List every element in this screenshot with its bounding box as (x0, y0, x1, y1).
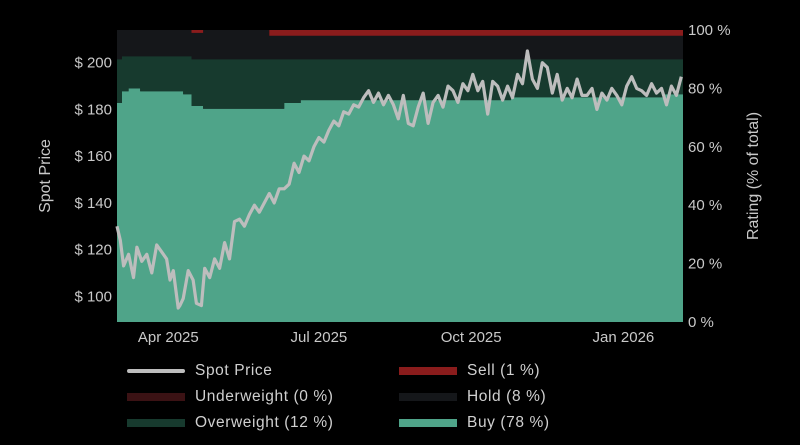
legend-swatch (127, 393, 185, 401)
legend-swatch (399, 367, 457, 375)
y-axis-left: $ 100 $ 120 $ 140 $ 160 $ 180 $ 200 (74, 55, 112, 306)
legend-item: Spot Price (127, 360, 273, 382)
legend-swatch (399, 419, 457, 427)
y-right-tick-label: 100 % (688, 22, 731, 39)
y-left-tick-label: $ 140 (74, 195, 112, 212)
legend-label: Underweight (0 %) (195, 388, 334, 405)
legend-item: Overweight (12 %) (127, 412, 334, 434)
y-left-tick-label: $ 160 (74, 148, 112, 165)
legend-item: Hold (8 %) (399, 386, 546, 408)
legend-label: Overweight (12 %) (195, 414, 334, 431)
y-right-tick-label: 0 % (688, 314, 714, 331)
spot-price-line (115, 49, 683, 310)
legend-swatch (127, 369, 185, 373)
x-tick-label: Apr 2025 (138, 329, 199, 346)
area-hold (117, 30, 683, 60)
legend-item: Underweight (0 %) (127, 386, 334, 408)
legend-label: Hold (8 %) (467, 388, 547, 405)
y-right-tick-label: 80 % (688, 80, 722, 97)
y-right-tick-label: 20 % (688, 256, 722, 273)
legend-swatch (399, 393, 457, 401)
y-right-axis-title: Rating (% of total) (745, 112, 762, 240)
legend-item: Buy (78 %) (399, 412, 550, 434)
y-left-tick-label: $ 100 (74, 288, 112, 305)
x-axis: Apr 2025 Jul 2025 Oct 2025 Jan 2026 (138, 329, 654, 346)
legend-label: Sell (1 %) (467, 362, 541, 379)
y-right-tick-label: 40 % (688, 197, 722, 214)
legend: Spot Price Sell (1 %) Underweight (0 %) Hol… (127, 360, 597, 440)
rating-areas (117, 30, 683, 323)
x-tick-label: Jul 2025 (291, 329, 348, 346)
y-left-axis-title: Spot Price (37, 139, 54, 213)
spot-price-line-group (115, 49, 683, 310)
y-right-tick-label: 60 % (688, 139, 722, 156)
x-tick-label: Oct 2025 (441, 329, 502, 346)
legend-item: Sell (1 %) (399, 360, 540, 382)
area-sell (117, 30, 683, 36)
y-axis-right: 0 % 20 % 40 % 60 % 80 % 100 % (688, 22, 731, 331)
y-left-tick-label: $ 120 (74, 242, 112, 259)
legend-label: Buy (78 %) (467, 414, 550, 431)
x-tick-label: Jan 2026 (593, 329, 655, 346)
rating-price-chart: Apr 2025 Jul 2025 Oct 2025 Jan 2026 $ 100$ … (37, 22, 762, 346)
y-left-tick-label: $ 180 (74, 101, 112, 118)
area-buy (117, 88, 683, 323)
legend-label: Spot Price (195, 362, 273, 379)
legend-swatch (127, 419, 185, 427)
y-left-tick-label: $ 200 (74, 55, 112, 72)
